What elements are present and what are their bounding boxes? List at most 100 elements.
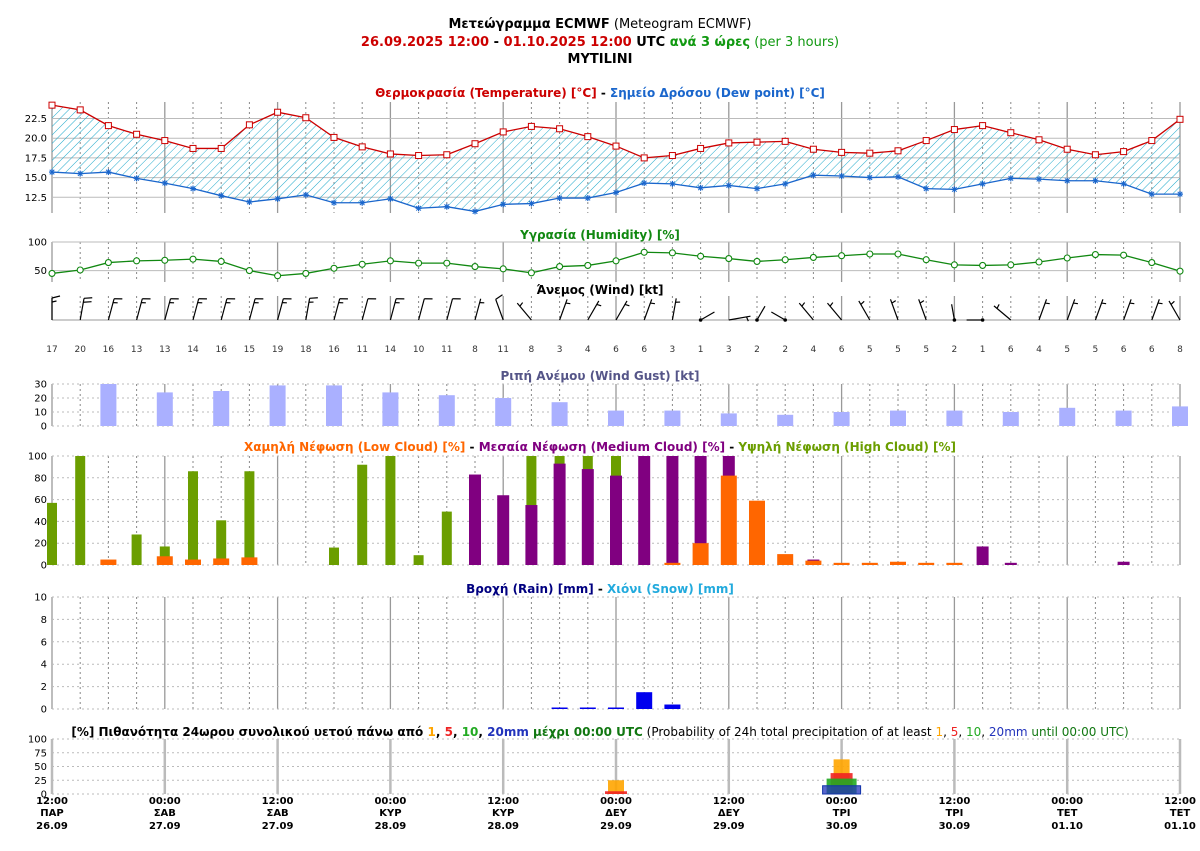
temperature-point — [471, 140, 479, 148]
dewpoint-point — [613, 189, 619, 196]
probability-bar — [822, 785, 862, 795]
low-cloud-bar — [946, 562, 963, 565]
temperature-point — [1091, 151, 1099, 159]
temperature-point — [809, 145, 817, 153]
wind-barb — [446, 298, 461, 321]
temperature-point — [161, 137, 169, 145]
wind-barb — [1151, 299, 1163, 321]
x-tick-day: ΚΥΡ — [492, 808, 514, 819]
humidity-point — [1120, 251, 1128, 259]
humidity-point — [1091, 251, 1099, 259]
wind-speed-label: 5 — [1093, 345, 1099, 355]
wind-barb — [698, 311, 715, 322]
x-tick-day: ΔΕΥ — [605, 808, 628, 819]
location-name: MYTILINI — [567, 52, 633, 67]
dewpoint-point — [1148, 191, 1155, 198]
wind-speed-label: 3 — [670, 345, 676, 355]
title-part: , — [436, 725, 445, 739]
x-tick-day: ΤΡΙ — [833, 808, 851, 819]
wind-speed-label: 8 — [529, 345, 535, 355]
x-tick-date: 29.09 — [713, 821, 745, 832]
temperature-point — [866, 149, 874, 157]
medium-cloud-bar — [1004, 562, 1017, 565]
wind-speed-label: 18 — [300, 345, 312, 355]
gust-bar — [1059, 407, 1076, 426]
temperature-point — [781, 137, 789, 145]
title-part: 5 — [445, 725, 453, 739]
gust-bar — [1172, 406, 1188, 426]
x-tick-time: 00:00 — [149, 796, 181, 807]
dewpoint-point — [500, 201, 507, 208]
dewpoint-point — [1064, 177, 1071, 184]
wind-barb — [51, 295, 61, 320]
medium-cloud-bar — [497, 495, 510, 565]
dewpoint-point — [838, 173, 845, 179]
humidity-point — [76, 266, 84, 274]
medium-cloud-bar — [525, 505, 538, 565]
title-part: , — [478, 725, 487, 739]
wind-speed-label: 4 — [1036, 345, 1042, 355]
dewpoint-point — [77, 170, 84, 177]
humidity-point — [358, 260, 366, 268]
humidity-point — [612, 257, 620, 265]
x-tick-day: ΠΑΡ — [40, 808, 63, 819]
wind-barb — [164, 298, 179, 321]
gust-bar — [777, 414, 794, 426]
range-sep: - — [489, 35, 504, 50]
y-tick-label: 0 — [41, 422, 47, 433]
wind-barb — [671, 298, 681, 321]
high-cloud-bar — [47, 502, 57, 565]
wind-speed-label: 17 — [46, 345, 57, 355]
gust-bar — [664, 410, 681, 426]
gust-title: Ριπή Ανέμου (Wind Gust) [kt] — [501, 369, 700, 383]
wind-barb — [889, 299, 899, 321]
title-part: until 00:00 UTC) — [1028, 725, 1129, 739]
title-bold: Μετεώγραμμα ECMWF — [448, 17, 610, 32]
wind-barb — [858, 300, 871, 321]
high-cloud-bar — [385, 456, 396, 565]
rain-bar — [636, 692, 653, 709]
page-title: Μετεώγραμμα ECMWF (Meteogram ECMWF) — [0, 17, 1200, 32]
temperature-point — [1176, 115, 1184, 123]
temperature-point — [217, 144, 225, 152]
high-cloud-bar — [244, 471, 255, 565]
wind-speed-label: 6 — [1121, 345, 1127, 355]
humidity-point — [161, 256, 169, 264]
humidity-point — [809, 253, 817, 261]
wind-speed-label: 15 — [244, 345, 255, 355]
humidity-point — [894, 250, 902, 258]
wind-speed-label: 16 — [328, 345, 340, 355]
wind-speed-label: 5 — [923, 345, 929, 355]
y-tick-label: 15.0 — [25, 173, 47, 184]
low-cloud-bar — [890, 561, 906, 565]
wind-speed-label: 8 — [1177, 345, 1183, 355]
rain-bar — [579, 707, 596, 709]
humidity-point — [499, 265, 507, 273]
y-tick-label: 20 — [34, 539, 47, 550]
title-part: 10 — [462, 725, 479, 739]
dewpoint-point — [866, 174, 873, 181]
low-cloud-bar — [241, 557, 258, 565]
x-tick-time: 12:00 — [262, 796, 294, 807]
low-cloud-bar — [918, 562, 935, 565]
title-part: , — [453, 725, 462, 739]
dewpoint-point — [331, 199, 337, 206]
x-tick-date: 28.09 — [487, 821, 519, 832]
temperature-point — [640, 154, 648, 162]
dewpoint-point — [1092, 177, 1099, 184]
wind-speed-label: 8 — [472, 345, 478, 355]
dewpoint-point — [528, 200, 535, 207]
wind-barb — [361, 298, 377, 321]
dewpoint-point — [1007, 175, 1014, 182]
x-tick-time: 12:00 — [36, 796, 68, 807]
temperature-point — [499, 128, 507, 136]
wind-barb — [587, 300, 602, 321]
title-part: , — [943, 725, 951, 739]
high-cloud-bar — [216, 520, 227, 565]
title-part: [%] Πιθανότητα 24ωρου συνολικού υετού πά… — [71, 725, 427, 739]
dewpoint-point — [754, 185, 760, 192]
humidity-point — [584, 261, 592, 269]
wind-speed-label: 16 — [215, 345, 227, 355]
y-tick-label: 50 — [34, 266, 47, 277]
y-tick-label: 0 — [41, 705, 47, 716]
